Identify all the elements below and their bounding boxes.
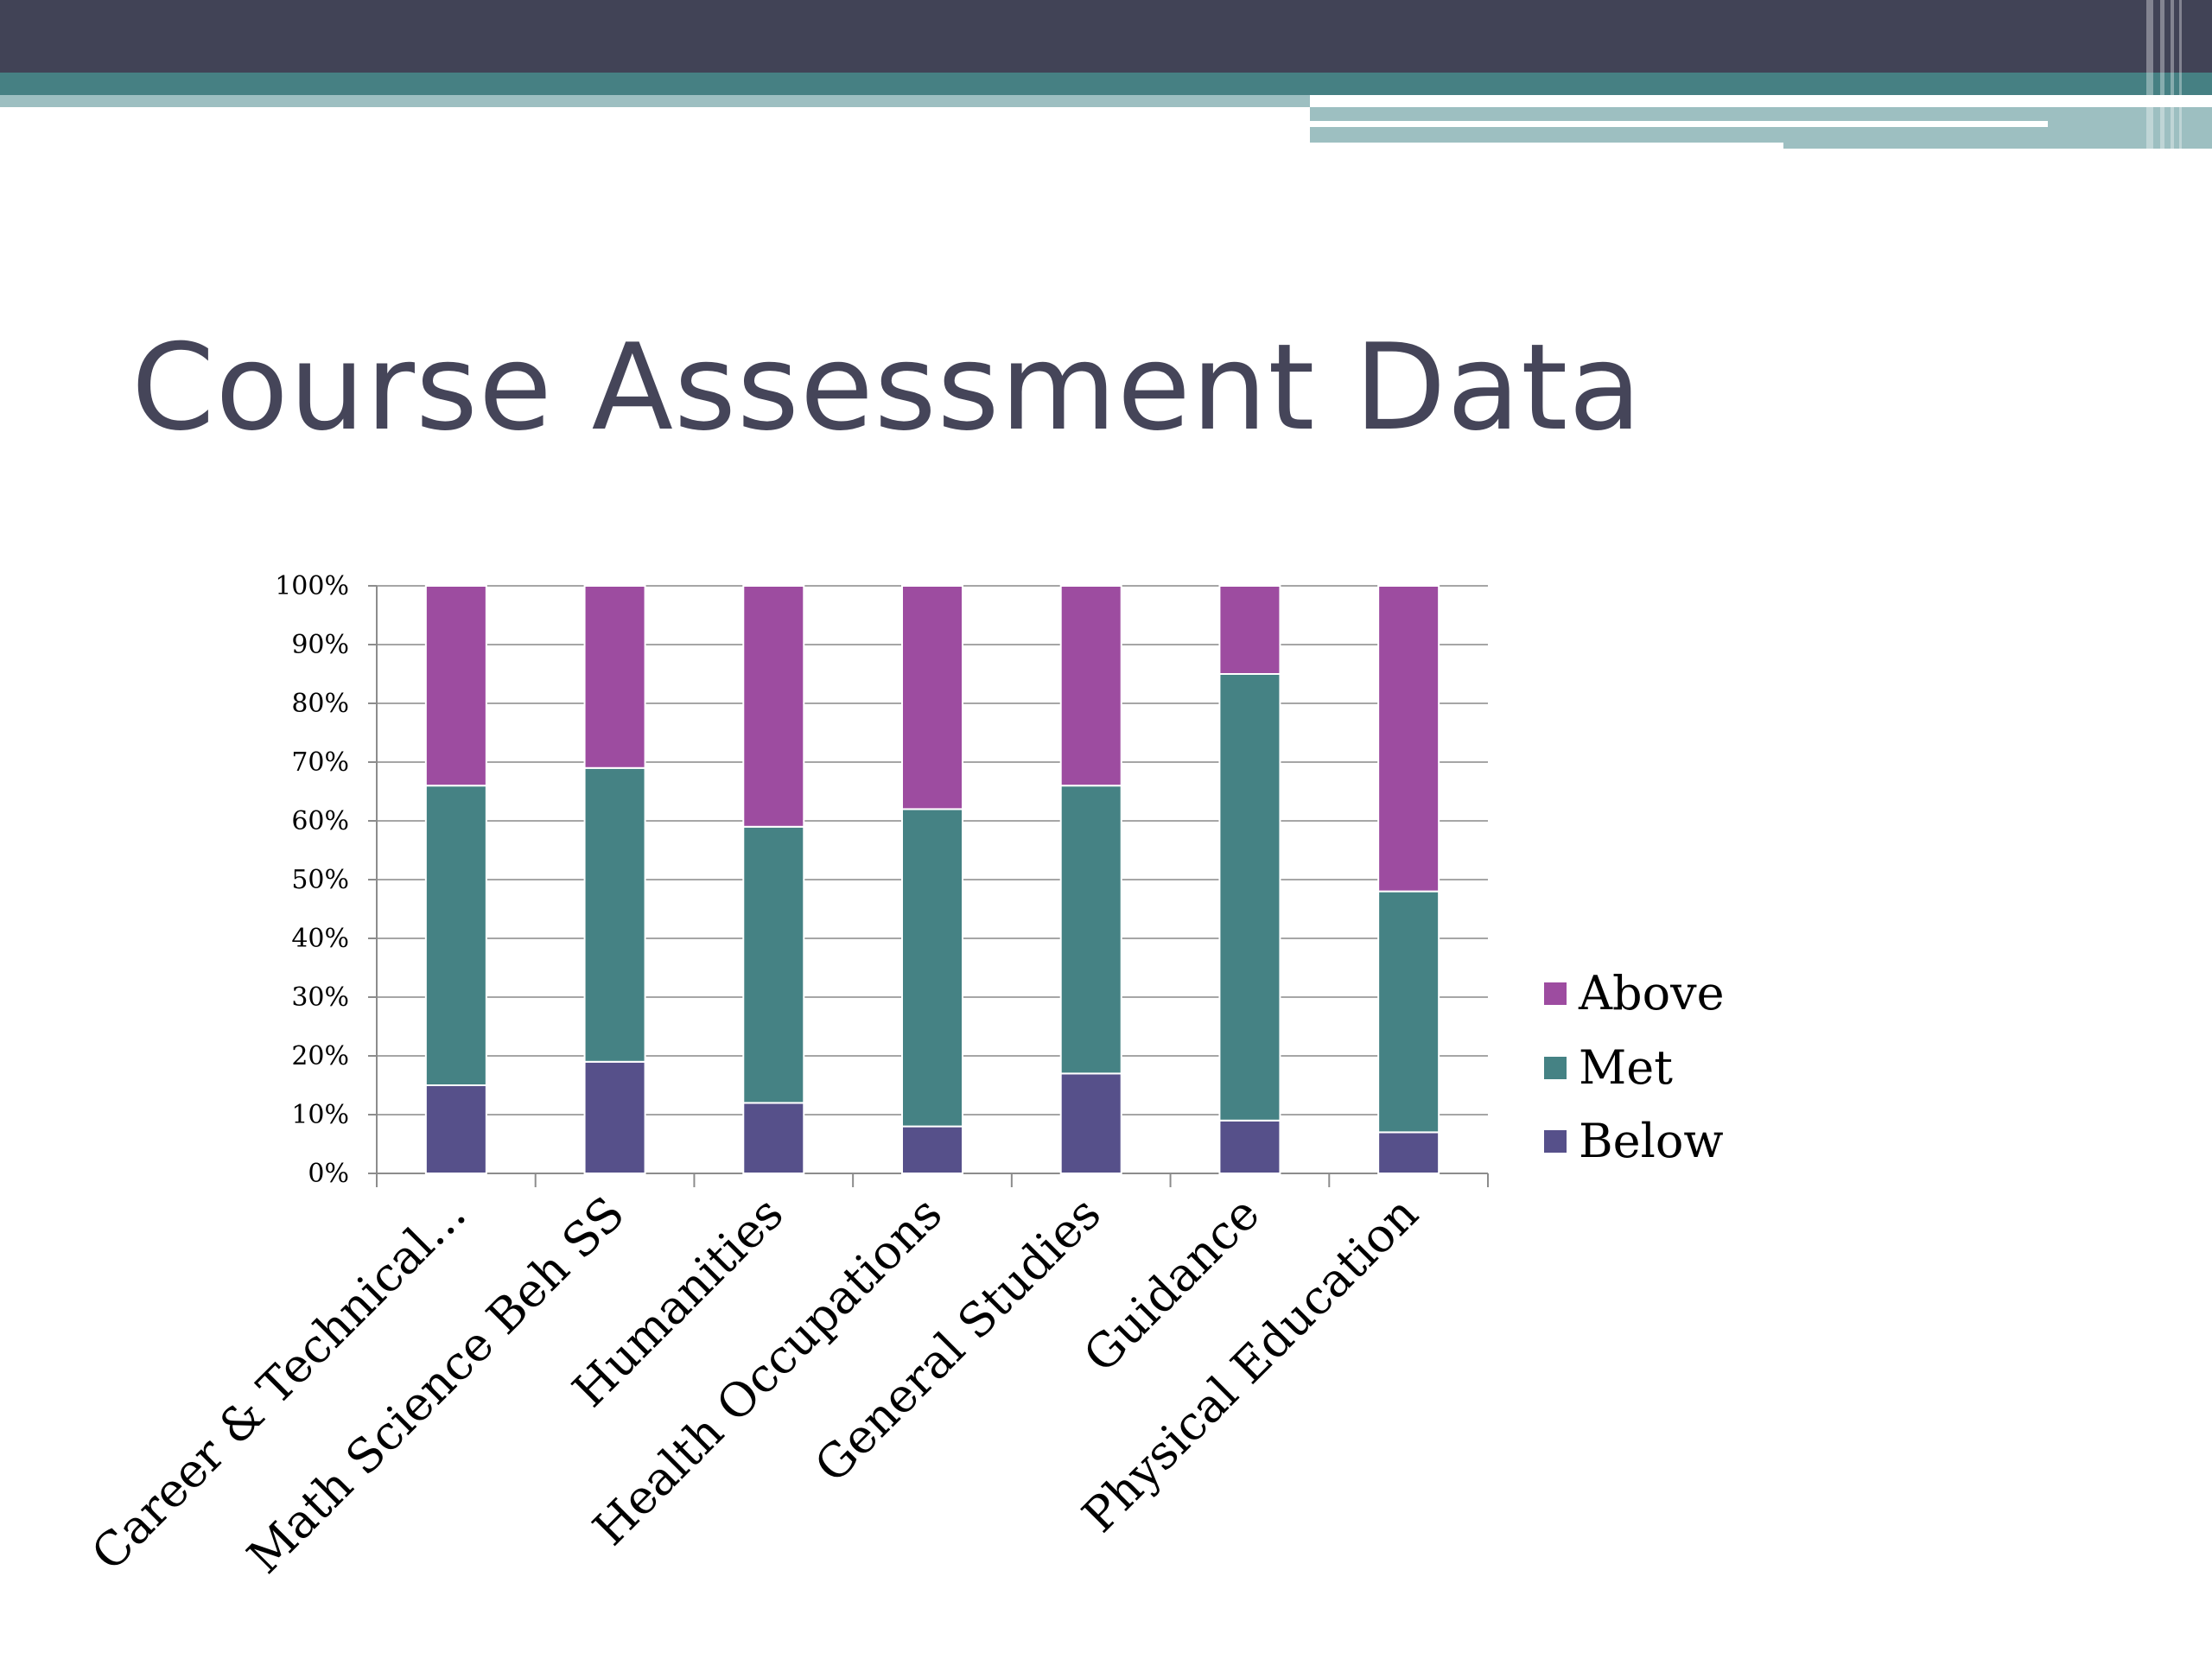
y-tick-label: 90% xyxy=(291,630,349,660)
header-light-block xyxy=(1310,107,2212,149)
bar-segment-above xyxy=(901,585,963,810)
header-edge-stripe xyxy=(2179,0,2182,149)
bar-segment-met xyxy=(583,766,646,1063)
legend-label-above: Above xyxy=(1578,966,1725,1020)
y-tick-label: 70% xyxy=(291,747,349,778)
y-tick-label: 20% xyxy=(291,1041,349,1071)
legend-swatch-above xyxy=(1544,982,1567,1005)
header-white-line xyxy=(1310,121,2048,127)
x-category-label: General Studies xyxy=(804,1186,1111,1493)
bar-segment-above xyxy=(742,585,805,828)
bar-segment-met xyxy=(742,825,805,1104)
y-tick-label: 10% xyxy=(291,1100,349,1130)
stacked-bar-chart: 0%10%20%30%40%50%60%70%80%90%100%Career … xyxy=(81,571,1725,1584)
bar-segment-met xyxy=(1059,785,1122,1075)
header-dark-bar xyxy=(0,0,2212,73)
bar-segment-below xyxy=(901,1125,963,1174)
y-tick-label: 30% xyxy=(291,982,349,1013)
y-tick-label: 0% xyxy=(308,1159,349,1189)
legend-label-below: Below xyxy=(1579,1114,1724,1168)
legend-swatch-met xyxy=(1544,1057,1567,1079)
header-edge-stripe xyxy=(2171,0,2174,149)
bar-segment-below xyxy=(742,1102,805,1175)
y-tick-label: 50% xyxy=(291,865,349,895)
header-edge-stripe xyxy=(2146,0,2153,149)
bar-segment-below xyxy=(1218,1119,1281,1175)
header-white-step xyxy=(1310,143,1783,149)
bar-segment-below xyxy=(1377,1131,1440,1175)
bar-segment-above xyxy=(424,585,487,787)
bar-segment-met xyxy=(901,808,963,1128)
header-edge-stripe xyxy=(2160,0,2164,149)
y-tick-label: 80% xyxy=(291,689,349,719)
bar-segment-below xyxy=(1059,1072,1122,1175)
legend-label-met: Met xyxy=(1579,1040,1673,1095)
y-tick-label: 100% xyxy=(275,571,349,601)
bar-segment-met xyxy=(1218,673,1281,1122)
bar-segment-above xyxy=(1377,585,1440,893)
header-band xyxy=(0,0,2212,149)
legend-swatch-below xyxy=(1544,1130,1567,1153)
bar-segment-above xyxy=(1218,585,1281,675)
bar-segment-below xyxy=(424,1084,487,1174)
bar-segment-above xyxy=(1059,585,1122,787)
y-tick-label: 60% xyxy=(291,806,349,836)
header-light-strip xyxy=(0,95,1310,107)
bar-segment-below xyxy=(583,1060,646,1175)
bar-segment-met xyxy=(1377,890,1440,1134)
header-teal-bar xyxy=(0,73,2212,95)
y-tick-label: 40% xyxy=(291,924,349,954)
slide-title: Course Assessment Data xyxy=(131,318,1643,457)
bar-segment-above xyxy=(583,585,646,769)
bar-segment-met xyxy=(424,785,487,1086)
